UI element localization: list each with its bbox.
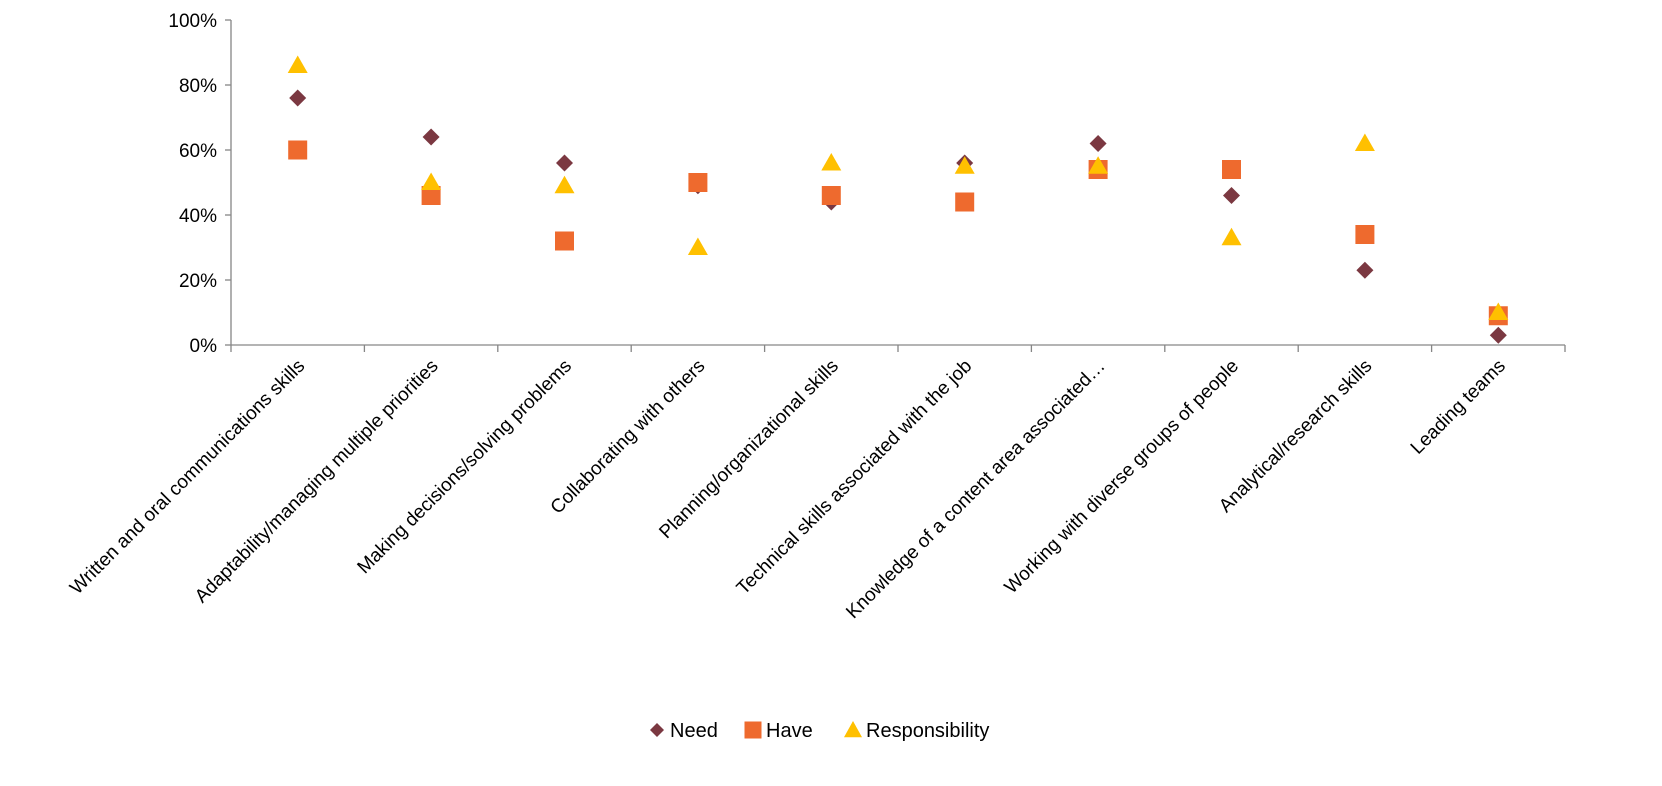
need-point	[556, 154, 573, 172]
x-category-label: Leading teams	[1407, 356, 1510, 459]
x-axis-category-labels: Written and oral communications skillsAd…	[66, 356, 1510, 623]
series-responsibility	[287, 55, 1509, 320]
legend-label: Need	[670, 720, 718, 742]
need-point	[1089, 135, 1107, 152]
responsibility-point	[1354, 133, 1375, 151]
square-icon	[744, 721, 762, 739]
y-tick-label: 0%	[190, 336, 218, 357]
legend-item-responsibility: Responsibility	[844, 720, 989, 742]
triangle-icon	[844, 721, 862, 738]
need-point	[1489, 326, 1507, 344]
series-need	[289, 89, 1507, 344]
have-point	[288, 140, 308, 160]
data-markers	[287, 55, 1509, 344]
x-category-label: Making decisions/solving problems	[354, 356, 576, 578]
series-have	[288, 140, 1508, 326]
legend: Need Have Responsibility	[650, 720, 989, 742]
x-category-label: Written and oral communications skills	[66, 356, 309, 599]
need-point	[289, 89, 307, 107]
y-tick-label: 20%	[179, 271, 217, 292]
y-tick-label: 40%	[179, 206, 217, 227]
responsibility-point	[687, 237, 708, 255]
diamond-icon	[650, 723, 664, 737]
responsibility-point	[1221, 227, 1242, 246]
y-tick-label: 100%	[168, 11, 217, 32]
y-tick-label: 60%	[179, 141, 217, 162]
have-point	[821, 186, 841, 205]
have-point	[1355, 225, 1375, 244]
responsibility-point	[1488, 302, 1509, 320]
x-category-label: Adaptability/managing multiple prioritie…	[191, 356, 443, 608]
responsibility-point	[821, 153, 842, 171]
y-tick-label: 80%	[179, 76, 217, 97]
x-category-label: Collaborating with others	[547, 356, 710, 519]
axes	[225, 19, 1566, 352]
x-category-label: Analytical/research skills	[1215, 356, 1376, 517]
x-category-label: Working with diverse groups of people	[1001, 356, 1243, 598]
have-point	[1222, 160, 1241, 179]
responsibility-point	[1088, 156, 1109, 174]
legend-item-need: Need	[650, 720, 718, 742]
legend-label: Have	[766, 720, 813, 742]
x-category-label: Technical skills associated with the job	[733, 356, 976, 599]
responsibility-point	[954, 156, 975, 174]
have-point	[955, 192, 975, 212]
legend-item-have: Have	[744, 720, 813, 742]
responsibility-point	[554, 175, 575, 194]
have-point	[555, 231, 574, 251]
have-point	[421, 186, 441, 205]
legend-label: Responsibility	[866, 720, 989, 742]
responsibility-point	[421, 172, 442, 190]
have-point	[688, 173, 708, 192]
need-point	[1223, 187, 1240, 204]
y-axis-tick-labels: 0% 20% 40% 60% 80% 100%	[168, 11, 217, 357]
responsibility-point	[287, 55, 308, 73]
need-point	[422, 128, 440, 146]
need-point	[1356, 261, 1374, 279]
x-category-label: Knowledge of a content area associated…	[842, 356, 1109, 623]
